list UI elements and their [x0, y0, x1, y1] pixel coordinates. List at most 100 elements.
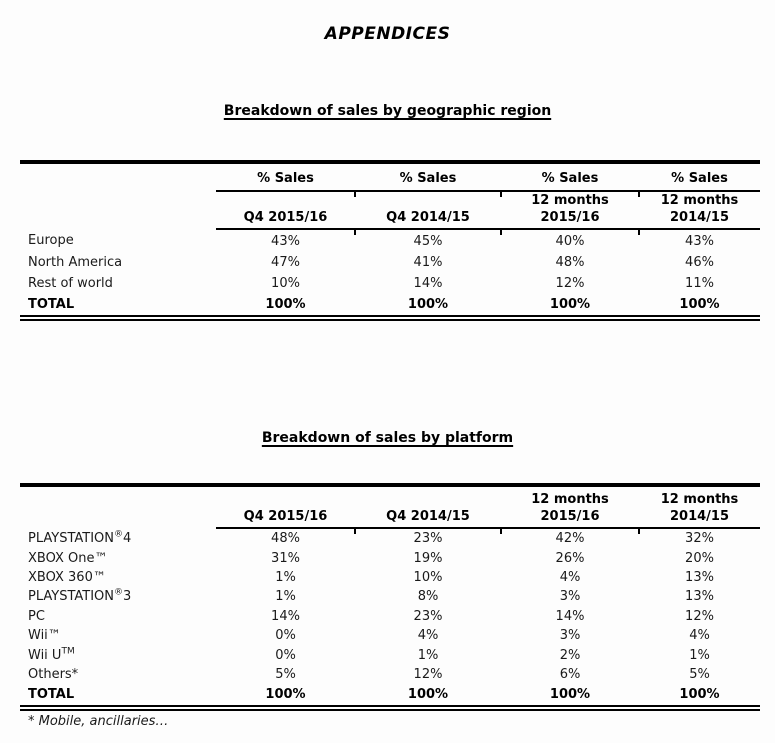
- table-row: PC 14% 23% 14% 12%: [20, 607, 760, 626]
- table-row: XBOX One™ 31% 19% 26% 20%: [20, 548, 760, 567]
- value-cell: 1%: [689, 647, 710, 663]
- period-header: Q4 2014/15: [354, 191, 501, 234]
- period-header-bottom: 2015/16: [540, 509, 600, 524]
- platform-label: PC: [28, 608, 45, 624]
- value-cell: 0%: [275, 628, 296, 644]
- column-header: % Sales: [500, 162, 639, 195]
- period-header: 12 months 2014/15: [638, 191, 760, 234]
- platform-label: XBOX 360™: [28, 569, 106, 585]
- value-cell: 10%: [271, 275, 300, 291]
- platform-label-suffix: 4: [123, 530, 132, 546]
- trademark-sup: TM: [61, 646, 75, 657]
- row-label: Wii UTM: [20, 645, 216, 664]
- empty-corner-cell: [20, 162, 216, 191]
- value-cell: 3%: [559, 589, 581, 605]
- value-cell: 31%: [271, 550, 300, 566]
- period-header-top: [216, 192, 355, 209]
- row-label: PC: [20, 607, 216, 626]
- row-label: PLAYSTATION®4: [20, 528, 216, 548]
- value-cell: 43%: [685, 233, 714, 249]
- sales-by-region-table: % Sales % Sales % Sales % Sales Q4 2015/…: [20, 160, 760, 321]
- trademark-sup: ®: [114, 529, 124, 540]
- region-table-heading: Breakdown of sales by geographic region: [223, 103, 552, 119]
- period-header-bottom: 2014/15: [669, 509, 730, 524]
- period-header-bottom: Q4 2015/16: [243, 509, 328, 524]
- period-header-bottom: Q4 2015/16: [243, 210, 328, 225]
- empty-corner-cell: [20, 485, 216, 528]
- period-header: Q4 2015/16: [216, 485, 355, 529]
- row-label: Others*: [20, 665, 216, 684]
- value-cell: 100%: [501, 293, 639, 321]
- value-cell: 14%: [413, 275, 443, 291]
- period-header: 12 months 2015/16: [500, 485, 639, 532]
- value-cell: 4%: [559, 569, 581, 585]
- value-cell: 20%: [685, 550, 714, 566]
- value-cell: 100%: [355, 684, 501, 712]
- sales-by-platform-table: Q4 2015/16 Q4 2014/15 12 months 2015/16 …: [20, 483, 760, 712]
- row-label: North America: [28, 254, 123, 270]
- value-cell: 0%: [275, 647, 296, 663]
- platform-label: Wii™: [28, 628, 61, 644]
- table-row: PLAYSTATION®4 48% 23% 42% 32%: [20, 528, 760, 548]
- value-cell: 2%: [559, 647, 581, 663]
- value-cell: 100%: [216, 684, 355, 712]
- value-cell: 11%: [685, 275, 714, 291]
- value-cell: 1%: [275, 569, 296, 585]
- sales-header-row: % Sales % Sales % Sales % Sales: [20, 162, 760, 195]
- period-header-top: [355, 192, 501, 209]
- platform-table-heading: Breakdown of sales by platform: [261, 430, 514, 446]
- value-cell: 100%: [501, 684, 639, 712]
- period-header-top: [355, 491, 501, 508]
- column-header: % Sales: [638, 162, 760, 195]
- platform-label: PLAYSTATION: [28, 589, 115, 605]
- period-header-bottom: 2015/16: [540, 210, 600, 225]
- value-cell: 100%: [639, 293, 760, 321]
- table-row: Wii™ 0% 4% 3% 4%: [20, 626, 760, 645]
- table-row: Europe 43% 45% 40% 43%: [20, 229, 760, 252]
- period-header: Q4 2014/15: [354, 485, 501, 532]
- row-label: XBOX One™: [20, 548, 216, 567]
- value-cell: 47%: [271, 254, 300, 270]
- period-header-bottom: Q4 2014/15: [386, 210, 470, 225]
- value-cell: 13%: [685, 569, 714, 585]
- value-cell: 32%: [685, 531, 714, 547]
- period-header-top: [216, 491, 355, 508]
- value-cell: 6%: [559, 666, 581, 682]
- value-cell: 4%: [689, 628, 710, 644]
- empty-corner-cell: [20, 191, 216, 229]
- value-cell: 41%: [413, 254, 443, 270]
- period-header-top: 12 months: [531, 492, 609, 507]
- platform-label: Others*: [28, 666, 79, 682]
- period-header-bottom: 2014/15: [669, 210, 730, 225]
- row-label: TOTAL: [20, 684, 216, 712]
- period-header-row: Q4 2015/16 Q4 2014/15 12 months 2015/16 …: [20, 191, 760, 234]
- period-header: 12 months 2014/15: [638, 485, 760, 532]
- column-header: % Sales: [216, 162, 355, 192]
- footnote: * Mobile, ancillaries…: [28, 714, 169, 729]
- table-row: Wii UTM 0% 1% 2% 1%: [20, 645, 760, 664]
- value-cell: 14%: [271, 608, 300, 624]
- value-cell: 100%: [216, 293, 355, 321]
- value-cell: 43%: [271, 233, 300, 249]
- trademark-sup: ®: [114, 588, 124, 599]
- page-title: APPENDICES: [324, 24, 451, 44]
- value-cell: 23%: [413, 608, 443, 624]
- value-cell: 40%: [555, 233, 585, 249]
- value-cell: 1%: [417, 647, 439, 663]
- value-cell: 42%: [555, 531, 585, 547]
- period-header-top: 12 months: [660, 492, 739, 507]
- table-row: Others* 5% 12% 6% 5%: [20, 665, 760, 684]
- value-cell: 8%: [417, 589, 439, 605]
- column-header: % Sales: [354, 162, 501, 195]
- value-cell: 3%: [559, 628, 581, 644]
- value-cell: 45%: [413, 233, 443, 249]
- platform-label: XBOX One™: [28, 550, 108, 566]
- total-row: TOTAL 100% 100% 100% 100%: [20, 293, 760, 321]
- table-row: XBOX 360™ 1% 10% 4% 13%: [20, 568, 760, 587]
- value-cell: 23%: [413, 531, 443, 547]
- value-cell: 12%: [413, 666, 443, 682]
- value-cell: 5%: [275, 666, 296, 682]
- value-cell: 46%: [685, 254, 714, 270]
- total-row: TOTAL 100% 100% 100% 100%: [20, 684, 760, 712]
